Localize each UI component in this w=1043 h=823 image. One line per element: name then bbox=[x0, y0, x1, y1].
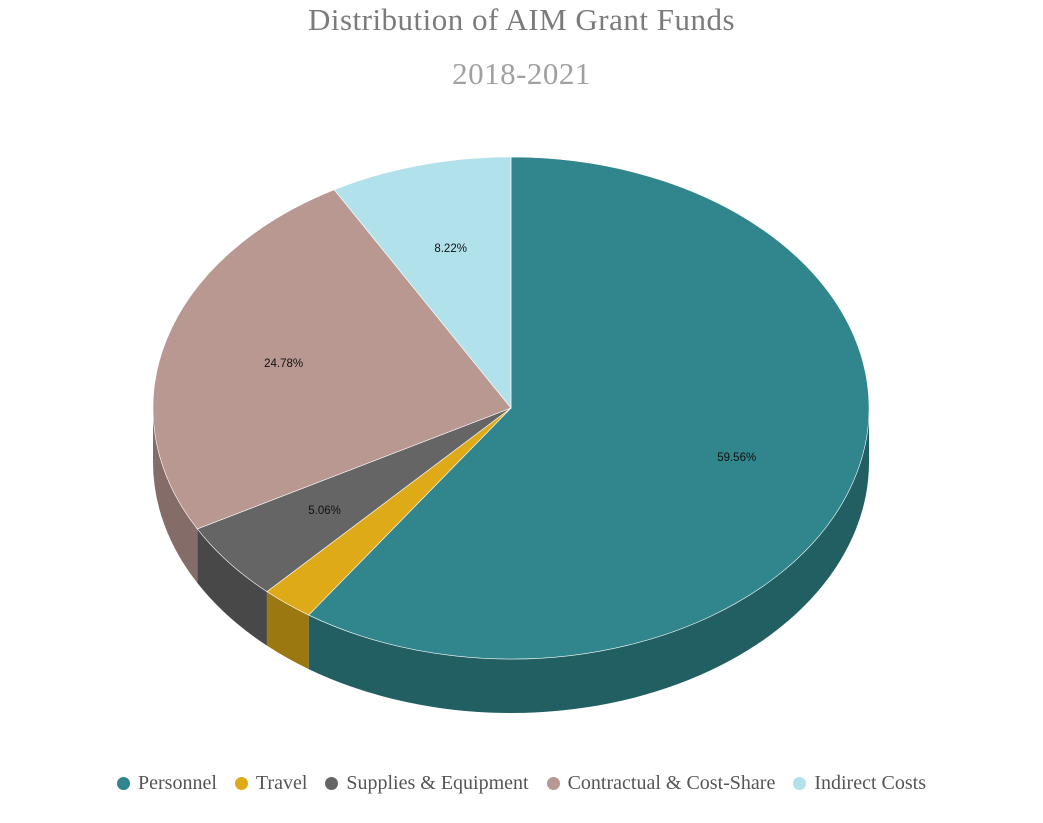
legend-label-contractual-cost-share: Contractual & Cost-Share bbox=[567, 772, 776, 794]
legend-marker-travel bbox=[234, 777, 248, 790]
chart-title: Distribution of AIM Grant Funds bbox=[307, 2, 736, 37]
legend-marker-supplies-equipment bbox=[325, 777, 339, 790]
pie-side-personnel bbox=[308, 408, 870, 714]
legend-label-personnel: Personnel bbox=[138, 772, 217, 794]
chart-legend: Personnel Travel Supplies & Equipment Contr… bbox=[0, 772, 1043, 795]
legend-marker-contractual-cost-share bbox=[546, 777, 560, 790]
legend-label-supplies-equipment: Supplies & Equipment bbox=[346, 772, 529, 794]
pie-labels: 59.56% 5.06% 24.78% 8.22% bbox=[264, 243, 756, 517]
data-label-personnel: 59.56% bbox=[717, 452, 756, 464]
pie-side-supplies-equipment bbox=[197, 528, 267, 646]
pie-slice-personnel bbox=[308, 156, 870, 660]
legend-item-supplies-equipment: Supplies & Equipment bbox=[325, 772, 529, 795]
pie-chart: 59.56% 5.06% 24.78% 8.22% bbox=[152, 156, 870, 714]
pie-slice-contractual-cost-share bbox=[152, 189, 512, 530]
legend-item-contractual-cost-share: Contractual & Cost-Share bbox=[546, 772, 776, 795]
data-label-supplies-equipment: 5.06% bbox=[308, 505, 341, 517]
pie-side-travel bbox=[266, 591, 309, 670]
pie-slice-indirect-costs bbox=[333, 156, 512, 409]
pie-tops bbox=[152, 156, 870, 660]
legend-item-travel: Travel bbox=[234, 772, 308, 795]
legend-label-indirect-costs: Indirect Costs bbox=[814, 772, 926, 794]
legend-marker-indirect-costs bbox=[793, 777, 807, 790]
legend-item-personnel: Personnel bbox=[117, 772, 217, 795]
legend-label-travel: Travel bbox=[255, 772, 308, 794]
data-label-contractual-cost-share: 24.78% bbox=[264, 358, 303, 370]
chart-subtitle: 2018-2021 bbox=[452, 56, 591, 91]
legend-item-indirect-costs: Indirect Costs bbox=[793, 772, 926, 795]
legend-marker-personnel bbox=[117, 777, 130, 790]
data-label-indirect-costs: 8.22% bbox=[434, 243, 467, 255]
